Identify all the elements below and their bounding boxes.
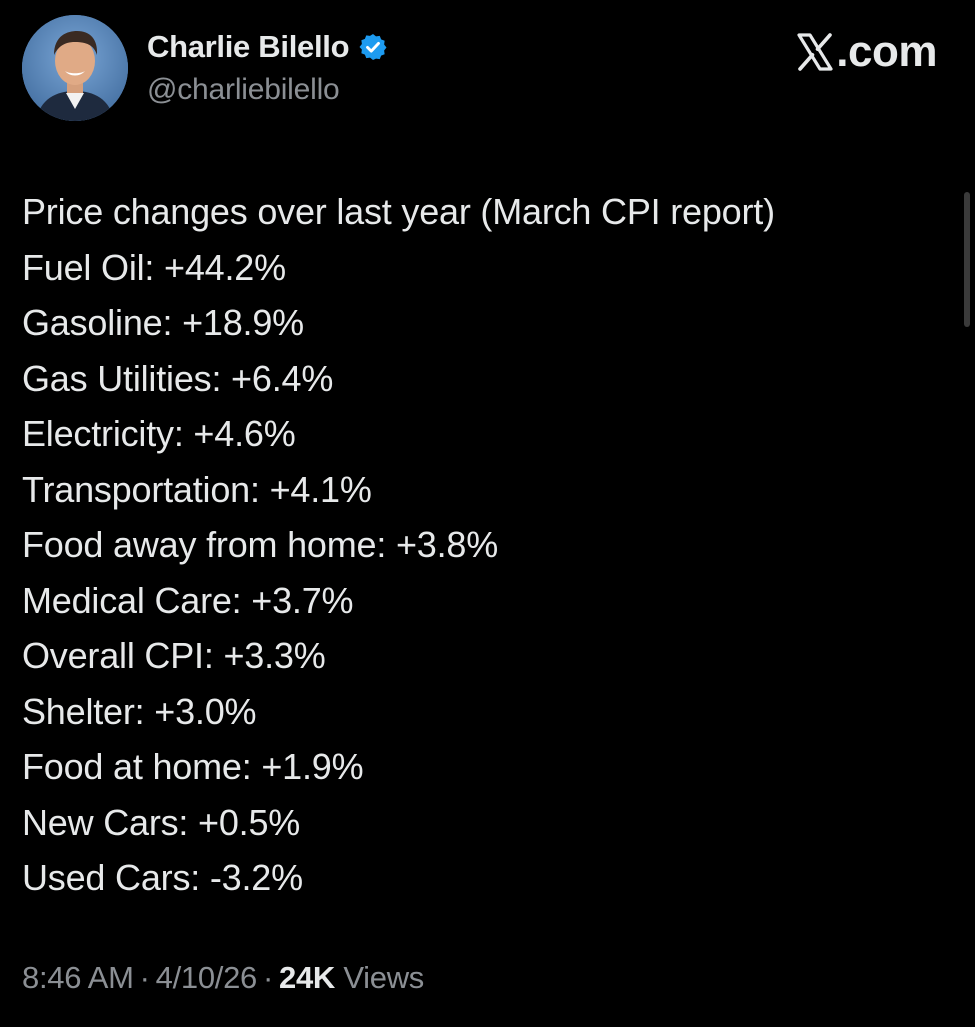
list-item: Medical Care: +3.7% — [22, 579, 354, 621]
list-item: Electricity: +4.6% — [22, 413, 296, 454]
list-item: Food at home: +1.9% — [22, 746, 364, 787]
views-label: Views — [343, 960, 424, 995]
views-count[interactable]: 24K — [279, 960, 336, 995]
x-logo-icon — [797, 33, 833, 71]
post-text: Price changes over last year (March CPI … — [22, 184, 952, 906]
list-item: Gasoline: +18.9% — [22, 302, 304, 343]
post-title-line: Price changes over last year (March CPI … — [22, 191, 775, 232]
list-item: Overall CPI: +3.3% — [22, 635, 326, 676]
meta-separator: · — [263, 960, 274, 995]
post-time[interactable]: 8:46 AM — [22, 960, 134, 995]
list-item: Shelter: +3.0% — [22, 690, 257, 732]
user-handle[interactable]: @charliebilello — [147, 73, 340, 106]
name-row: Charlie Bilello — [147, 26, 388, 68]
scrollbar-thumb[interactable] — [964, 192, 970, 327]
display-name[interactable]: Charlie Bilello — [147, 29, 350, 64]
brand-label: .com — [836, 27, 937, 76]
list-item: Fuel Oil: +44.2% — [22, 246, 286, 288]
list-item: New Cars: +0.5% — [22, 801, 301, 843]
list-item: Food away from home: +3.8% — [22, 524, 499, 565]
list-item: Transportation: +4.1% — [22, 468, 372, 510]
post-meta: 8:46 AM · 4/10/26 · 24K Views — [22, 960, 424, 996]
brand-watermark: .com — [796, 27, 937, 77]
avatar-image — [22, 15, 128, 121]
verified-badge-icon[interactable] — [358, 32, 388, 62]
list-item: Gas Utilities: +6.4% — [22, 357, 334, 399]
post-date[interactable]: 4/10/26 — [155, 960, 258, 995]
meta-separator: · — [139, 960, 150, 995]
avatar[interactable] — [22, 15, 128, 121]
author-info: Charlie Bilello @charliebilello — [147, 26, 388, 107]
list-item: Used Cars: -3.2% — [22, 857, 303, 898]
